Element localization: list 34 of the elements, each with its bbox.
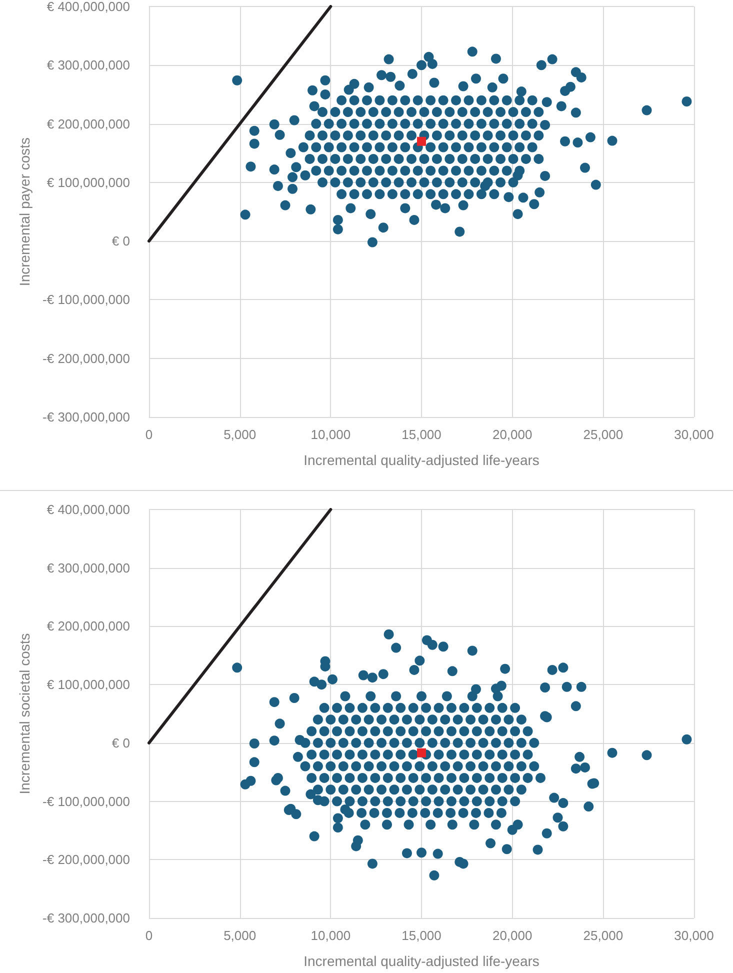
y-axis-title: Incremental societal costs <box>16 633 33 794</box>
y-tick-label: € 300,000,000 <box>46 560 130 576</box>
x-tick-label: 20,000 <box>492 427 532 442</box>
x-tick-label: 20,000 <box>492 928 532 943</box>
x-tick-label: 0 <box>145 427 153 442</box>
x-tick-label: 5,000 <box>224 427 256 442</box>
x-tick-label: 15,000 <box>402 427 442 442</box>
y-tick-label: -€ 100,000,000 <box>42 794 130 809</box>
x-tick-label: 0 <box>145 928 153 943</box>
y-tick-label: € 100,000,000 <box>46 174 130 190</box>
y-tick-label: € 300,000,000 <box>46 58 130 73</box>
x-tick-label: 25,000 <box>583 427 624 442</box>
x-tick-label: 30,000 <box>674 427 714 442</box>
y-tick-label: -€ 100,000,000 <box>42 292 130 308</box>
y-tick-label: € 400,000,000 <box>46 0 130 14</box>
x-tick-label: 15,000 <box>402 928 442 943</box>
x-axis-title: Incremental quality-adjusted life-years <box>304 953 540 969</box>
x-tick-label: 30,000 <box>674 928 714 943</box>
y-tick-label: € 0 <box>112 735 130 750</box>
y-tick-label: -€ 200,000,000 <box>42 350 130 366</box>
x-tick-label: 10,000 <box>310 928 351 943</box>
y-tick-label: € 0 <box>112 234 130 249</box>
y-tick-label: € 400,000,000 <box>46 502 130 517</box>
x-tick-label: 5,000 <box>224 928 256 943</box>
y-tick-label: € 200,000,000 <box>46 618 130 634</box>
y-axis-title: Incremental payer costs <box>16 137 33 286</box>
y-tick-label: -€ 200,000,000 <box>42 852 130 868</box>
x-tick-label: 25,000 <box>583 928 624 943</box>
y-tick-label: -€ 300,000,000 <box>42 910 130 926</box>
y-tick-label: € 100,000,000 <box>46 677 130 692</box>
x-axis-title: Incremental quality-adjusted life-years <box>304 452 540 468</box>
y-tick-label: € 200,000,000 <box>46 116 130 132</box>
y-tick-label: -€ 300,000,000 <box>42 410 130 424</box>
x-tick-label: 10,000 <box>310 427 351 442</box>
